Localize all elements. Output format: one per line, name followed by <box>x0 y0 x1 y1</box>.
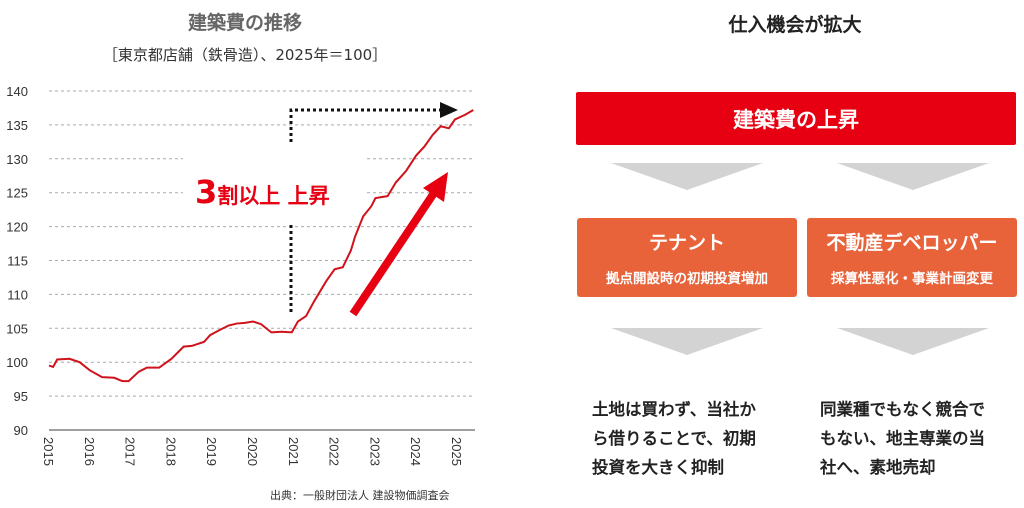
x-tick-label: 2025 <box>449 437 464 466</box>
y-tick-label: 105 <box>6 321 28 336</box>
y-tick-label: 130 <box>6 152 28 167</box>
y-tick-label: 95 <box>14 389 28 404</box>
tenant-box: テナント 拠点開設時の初期投資増加 <box>577 218 797 297</box>
cost-rise-box: 建築費の上昇 <box>576 92 1016 145</box>
y-tick-label: 90 <box>14 423 28 438</box>
text-line: 投資を大きく抑制 <box>592 458 724 477</box>
flow-title: 仕入機会が拡大 <box>728 14 862 36</box>
y-tick-label: 110 <box>7 287 28 302</box>
tenant-result: 土地は買わず、当社か ら借りることで、初期 投資を大きく抑制 <box>592 395 792 482</box>
text-line: 土地は買わず、当社か <box>592 400 756 419</box>
chart-title: 建築費の推移 <box>187 12 302 34</box>
developer-sub: 採算性悪化・事業計画変更 <box>831 271 993 287</box>
x-tick-label: 2018 <box>163 437 178 466</box>
down-arrow-icon <box>611 328 763 355</box>
x-tick-label: 2015 <box>41 437 56 466</box>
rise-arrow-icon <box>349 187 440 317</box>
x-tick-label: 2016 <box>82 437 97 466</box>
y-tick-label: 100 <box>6 355 28 370</box>
y-tick-label: 135 <box>6 118 28 133</box>
chart-subtitle: ［東京都店舗（鉄骨造）、2025年＝100］ <box>102 46 388 64</box>
developer-box: 不動産デベロッパー 採算性悪化・事業計画変更 <box>807 218 1017 297</box>
text-line: 社へ、素地売却 <box>820 458 936 477</box>
down-arrow-icon <box>611 163 763 190</box>
x-tick-label: 2020 <box>245 437 260 466</box>
text-line: もない、地主専業の当 <box>820 429 985 448</box>
x-tick-label: 2022 <box>327 437 342 466</box>
y-tick-label: 120 <box>6 220 28 235</box>
text-line: 同業種でもなく競合で <box>820 400 985 419</box>
data-line <box>48 109 474 383</box>
annotation-text: 3割以上 上昇 <box>195 173 330 211</box>
tenant-sub: 拠点開設時の初期投資増加 <box>606 271 768 287</box>
construction-cost-chart: 140 135 130 125 120 115 110 105 100 95 90 2015 2016 2… <box>6 84 475 466</box>
arrow-head-icon <box>440 102 458 118</box>
down-arrow-icon <box>837 328 989 355</box>
rise-arrow-head-icon <box>423 172 448 202</box>
x-tick-label: 2023 <box>367 437 382 466</box>
chart-source: 出典：一般財団法人 建設物価調査会 <box>270 489 450 502</box>
down-arrow-icon <box>837 163 989 190</box>
x-tick-label: 2017 <box>123 437 138 466</box>
x-tick-label: 2021 <box>286 437 301 466</box>
developer-heading: 不動産デベロッパー <box>826 232 998 254</box>
y-tick-label: 115 <box>7 254 28 269</box>
annotation-background <box>183 150 366 225</box>
x-tick-label: 2019 <box>204 437 219 466</box>
y-tick-label: 125 <box>6 186 28 201</box>
developer-result: 同業種でもなく競合で もない、地主専業の当 社へ、素地売却 <box>820 395 1020 482</box>
dotted-guide <box>289 108 440 142</box>
x-tick-label: 2024 <box>408 437 423 466</box>
text-line: ら借りることで、初期 <box>592 429 756 448</box>
tenant-heading: テナント <box>648 232 725 254</box>
y-tick-label: 140 <box>6 84 28 99</box>
